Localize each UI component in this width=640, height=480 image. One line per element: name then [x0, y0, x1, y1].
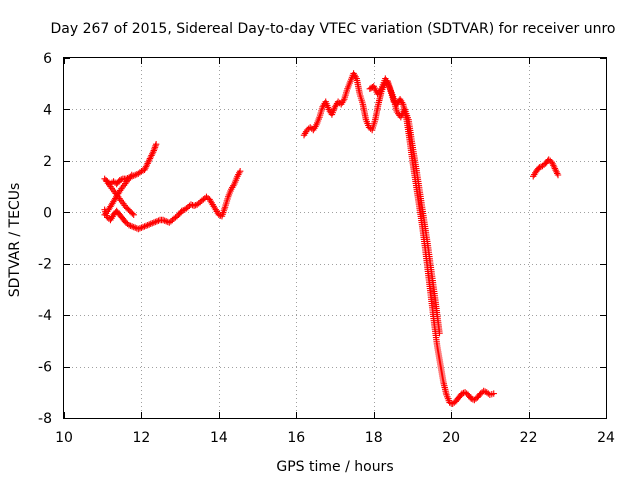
data-point	[125, 221, 133, 229]
data-point	[164, 218, 171, 226]
data-point	[128, 171, 135, 179]
data-point	[128, 223, 136, 230]
data-point	[152, 218, 159, 226]
data-point	[135, 225, 142, 233]
y-tick-label: -6	[38, 360, 52, 376]
y-tick-label: 4	[43, 102, 52, 118]
y-tick-label: -2	[38, 257, 52, 273]
y-tick-label: 6	[43, 51, 52, 67]
data-point	[116, 176, 123, 184]
y-tick-label: -8	[38, 411, 52, 427]
data-point	[130, 211, 137, 219]
data-point	[155, 217, 162, 224]
data-point	[460, 389, 467, 397]
x-tick-label: 14	[210, 430, 228, 446]
data-point	[145, 221, 153, 228]
data-point	[118, 176, 125, 183]
data-point	[190, 202, 198, 210]
grid	[64, 58, 606, 418]
series-seg-diag-down	[103, 178, 137, 219]
data-point	[138, 167, 145, 175]
data-point	[159, 216, 167, 224]
data-point	[236, 167, 244, 175]
data-point	[149, 220, 156, 227]
data-point	[490, 390, 497, 397]
data-point	[161, 217, 168, 224]
data-point	[138, 224, 145, 231]
data-point	[142, 222, 150, 229]
data-point	[447, 400, 455, 407]
data-point	[178, 207, 185, 215]
series-seg-peak	[300, 70, 497, 408]
data-point	[132, 224, 139, 231]
x-tick-label: 20	[442, 430, 460, 446]
data-point	[136, 225, 144, 232]
data-point	[127, 222, 134, 229]
data-point	[150, 219, 158, 226]
data-point	[147, 220, 154, 228]
x-tick-label: 18	[365, 430, 383, 446]
data-point	[144, 221, 151, 229]
data-point	[485, 390, 492, 397]
series-seg-peak-alt	[366, 75, 443, 337]
data-point	[480, 387, 487, 395]
data-series	[101, 70, 562, 408]
x-axis-label: GPS time / hours	[276, 459, 393, 475]
data-point	[130, 223, 137, 231]
data-point	[469, 396, 477, 403]
data-point	[139, 223, 147, 231]
x-tick-label: 22	[520, 430, 538, 446]
x-tick-label: 24	[597, 430, 615, 446]
data-point	[141, 223, 148, 230]
x-tick-label: 10	[55, 430, 73, 446]
chart-title: Day 267 of 2015, Sidereal Day-to-day VTE…	[51, 21, 616, 37]
y-tick-label: -4	[38, 308, 52, 324]
y-tick-label: 2	[43, 154, 52, 170]
ticks	[64, 58, 607, 419]
x-tick-label: 12	[133, 430, 151, 446]
series-seg-low-left	[101, 167, 244, 233]
y-tick-labels: -8 -6 -4 -2 0 2 4 6	[38, 51, 52, 427]
y-tick-label: 0	[43, 205, 52, 221]
data-point	[554, 171, 562, 179]
x-tick-label: 16	[287, 430, 305, 446]
data-point	[152, 140, 160, 148]
y-axis-label: SDTVAR / TECUs	[7, 183, 23, 298]
series-seg-right	[530, 156, 562, 180]
data-point	[436, 329, 443, 337]
data-point	[536, 164, 543, 171]
x-tick-labels: 10 12 14 16 18 20 22 24	[55, 430, 615, 446]
plot-frame	[63, 57, 607, 419]
data-point	[153, 218, 161, 225]
data-point	[187, 201, 195, 208]
data-point	[129, 210, 136, 217]
